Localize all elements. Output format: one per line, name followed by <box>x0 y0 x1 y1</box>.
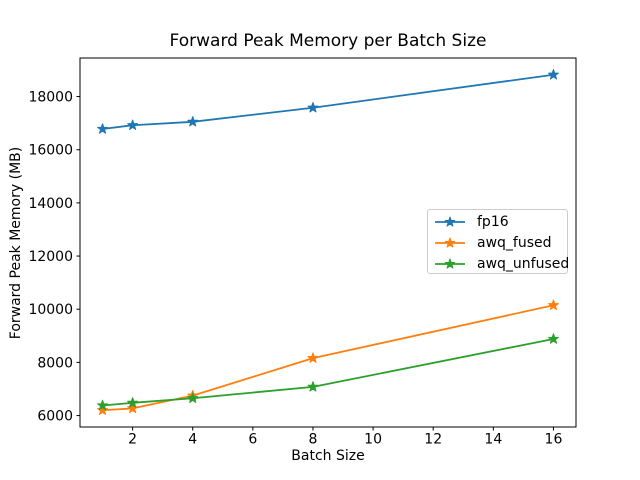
legend-label-fp16: fp16 <box>477 213 509 230</box>
series-line-fp16 <box>102 73 554 130</box>
y-tick-label: 10000 <box>28 302 73 318</box>
legend: fp16 awq_fused awq_unfused <box>427 209 569 274</box>
x-tick-label: 6 <box>248 432 257 448</box>
legend-star-icon <box>444 216 456 227</box>
data-point-awq_unfused <box>548 333 559 344</box>
legend-swatch-awq-unfused-icon <box>435 258 465 269</box>
y-tick-label: 16000 <box>28 143 73 159</box>
chart-title: Forward Peak Memory per Batch Size <box>169 31 487 51</box>
data-point-awq_unfused <box>127 397 139 408</box>
x-tick-label: 10 <box>364 432 382 448</box>
legend-swatch-awq-fused-icon <box>435 237 465 248</box>
x-tick-label: 16 <box>545 432 563 448</box>
data-point-awq_unfused <box>97 399 108 411</box>
y-tick-label: 8000 <box>37 355 73 371</box>
x-tick-label: 4 <box>188 432 197 448</box>
x-tick-label: 12 <box>424 432 442 448</box>
axes-frame <box>79 57 577 428</box>
legend-star-icon <box>444 258 456 269</box>
data-point-fp16 <box>127 119 139 130</box>
x-tick-label: 8 <box>309 432 318 448</box>
data-point-awq_fused <box>307 352 319 363</box>
series-line-awq_fused <box>102 304 554 412</box>
data-point-awq_unfused <box>307 381 319 392</box>
legend-item-awq-unfused: awq_unfused <box>434 253 569 274</box>
data-point-fp16 <box>97 123 108 134</box>
y-tick-label: 12000 <box>28 249 73 265</box>
y-tick-label: 6000 <box>37 409 73 425</box>
legend-swatch-fp16-icon <box>435 216 465 227</box>
y-tick-label: 18000 <box>28 90 73 106</box>
data-point-awq_fused <box>127 402 139 414</box>
data-point-fp16 <box>187 116 199 127</box>
data-point-awq_fused <box>97 404 108 415</box>
legend-item-awq-fused: awq_fused <box>434 232 561 253</box>
data-point-fp16 <box>548 69 559 80</box>
data-point-awq_unfused <box>187 392 199 403</box>
legend-label-awq-unfused: awq_unfused <box>477 255 570 272</box>
data-point-awq_fused <box>548 299 559 310</box>
y-tick-label: 14000 <box>28 196 73 212</box>
y-axis-label: Forward Peak Memory (MB) <box>8 146 24 340</box>
x-tick-label: 2 <box>128 432 137 448</box>
data-point-fp16 <box>307 102 319 113</box>
series-line-awq_unfused <box>102 338 554 407</box>
x-axis-label: Batch Size <box>291 448 365 464</box>
x-tick-label: 14 <box>484 432 502 448</box>
legend-label-awq-fused: awq_fused <box>477 234 552 251</box>
legend-star-icon <box>444 237 456 248</box>
legend-item-fp16: fp16 <box>434 211 561 232</box>
